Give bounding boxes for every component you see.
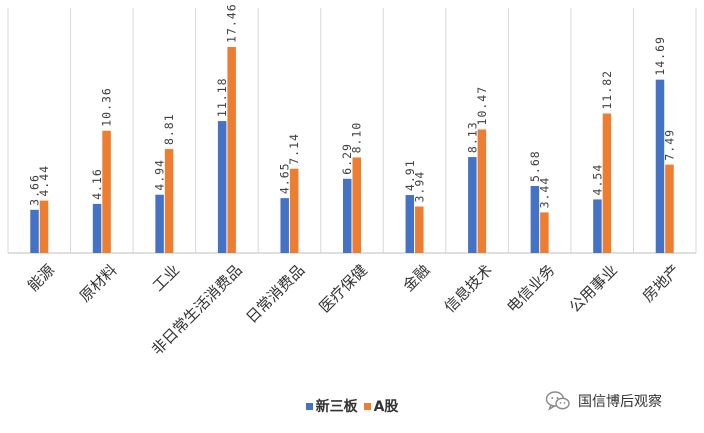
- data-label: 8.81: [162, 113, 176, 145]
- data-label: 4.54: [590, 164, 604, 196]
- bar-ashare: [102, 130, 111, 253]
- bar-xinsanban: [655, 79, 665, 254]
- bar-ashare: [289, 168, 299, 253]
- bar-xinsanban: [405, 195, 415, 253]
- category-label: 信息技术: [441, 261, 496, 316]
- legend: 新三板 A股: [0, 396, 704, 416]
- bar-xinsanban: [92, 203, 102, 253]
- bar-xinsanban: [343, 178, 352, 253]
- category-label: 电信业务: [503, 261, 558, 316]
- category-label: 房地产: [639, 261, 684, 306]
- bar-ashare: [164, 149, 174, 253]
- data-label: 4.16: [90, 168, 104, 200]
- data-label: 7.14: [287, 133, 301, 165]
- watermark-text: 国信博后观察: [578, 394, 662, 410]
- bar-xinsanban: [593, 199, 602, 253]
- wechat-icon: [545, 391, 570, 411]
- data-label: 10.47: [475, 86, 489, 126]
- data-label: 17.46: [225, 3, 239, 43]
- bar-xinsanban: [468, 157, 477, 253]
- category-label: 医疗保健: [316, 261, 371, 316]
- bar-xinsanban: [30, 209, 39, 253]
- bar-ashare: [39, 200, 49, 253]
- data-label: 3.44: [537, 177, 551, 209]
- data-label: 11.18: [215, 77, 229, 117]
- bar-ashare: [540, 212, 549, 253]
- category-label: 日常消费品: [242, 261, 308, 327]
- data-label: 3.66: [28, 174, 42, 206]
- bar-xinsanban: [217, 121, 227, 254]
- data-label: 8.10: [350, 122, 364, 154]
- bar-ashare: [665, 164, 674, 253]
- legend-swatch-ashare: [363, 402, 371, 410]
- data-label: 4.44: [37, 165, 51, 197]
- watermark: 国信博后观察: [545, 389, 662, 413]
- category-label: 原材料: [76, 261, 121, 306]
- bar-ashare: [602, 113, 612, 253]
- data-label: 10.36: [100, 87, 114, 127]
- category-label: 工业: [149, 261, 183, 295]
- data-label: 11.82: [600, 70, 614, 110]
- bar-ashare: [415, 206, 424, 253]
- data-label: 5.68: [528, 150, 542, 182]
- legend-swatch-xinsanban: [305, 402, 313, 410]
- category-label: 公用事业: [566, 261, 621, 316]
- bar-ashare: [352, 157, 361, 253]
- data-label: 14.69: [653, 36, 667, 76]
- bar-ashare: [227, 46, 236, 253]
- data-label: 6.29: [340, 143, 354, 175]
- legend-item-xinsanban: 新三板: [305, 396, 358, 416]
- data-label: 3.94: [412, 171, 426, 203]
- data-label: 4.65: [278, 162, 292, 194]
- legend-label-ashare: A股: [373, 399, 399, 415]
- data-label: 4.91: [403, 159, 417, 191]
- bar-ashare: [477, 129, 487, 253]
- bar-xinsanban: [530, 185, 540, 253]
- legend-label-xinsanban: 新三板: [315, 399, 358, 415]
- data-label: 7.49: [662, 129, 676, 161]
- category-label: 金融: [399, 261, 433, 295]
- bar-xinsanban: [280, 198, 289, 253]
- data-label: 8.13: [465, 121, 479, 153]
- data-label: 4.94: [153, 159, 167, 191]
- category-label: 能源: [24, 261, 58, 295]
- legend-item-ashare: A股: [363, 396, 399, 416]
- bar-xinsanban: [155, 194, 164, 253]
